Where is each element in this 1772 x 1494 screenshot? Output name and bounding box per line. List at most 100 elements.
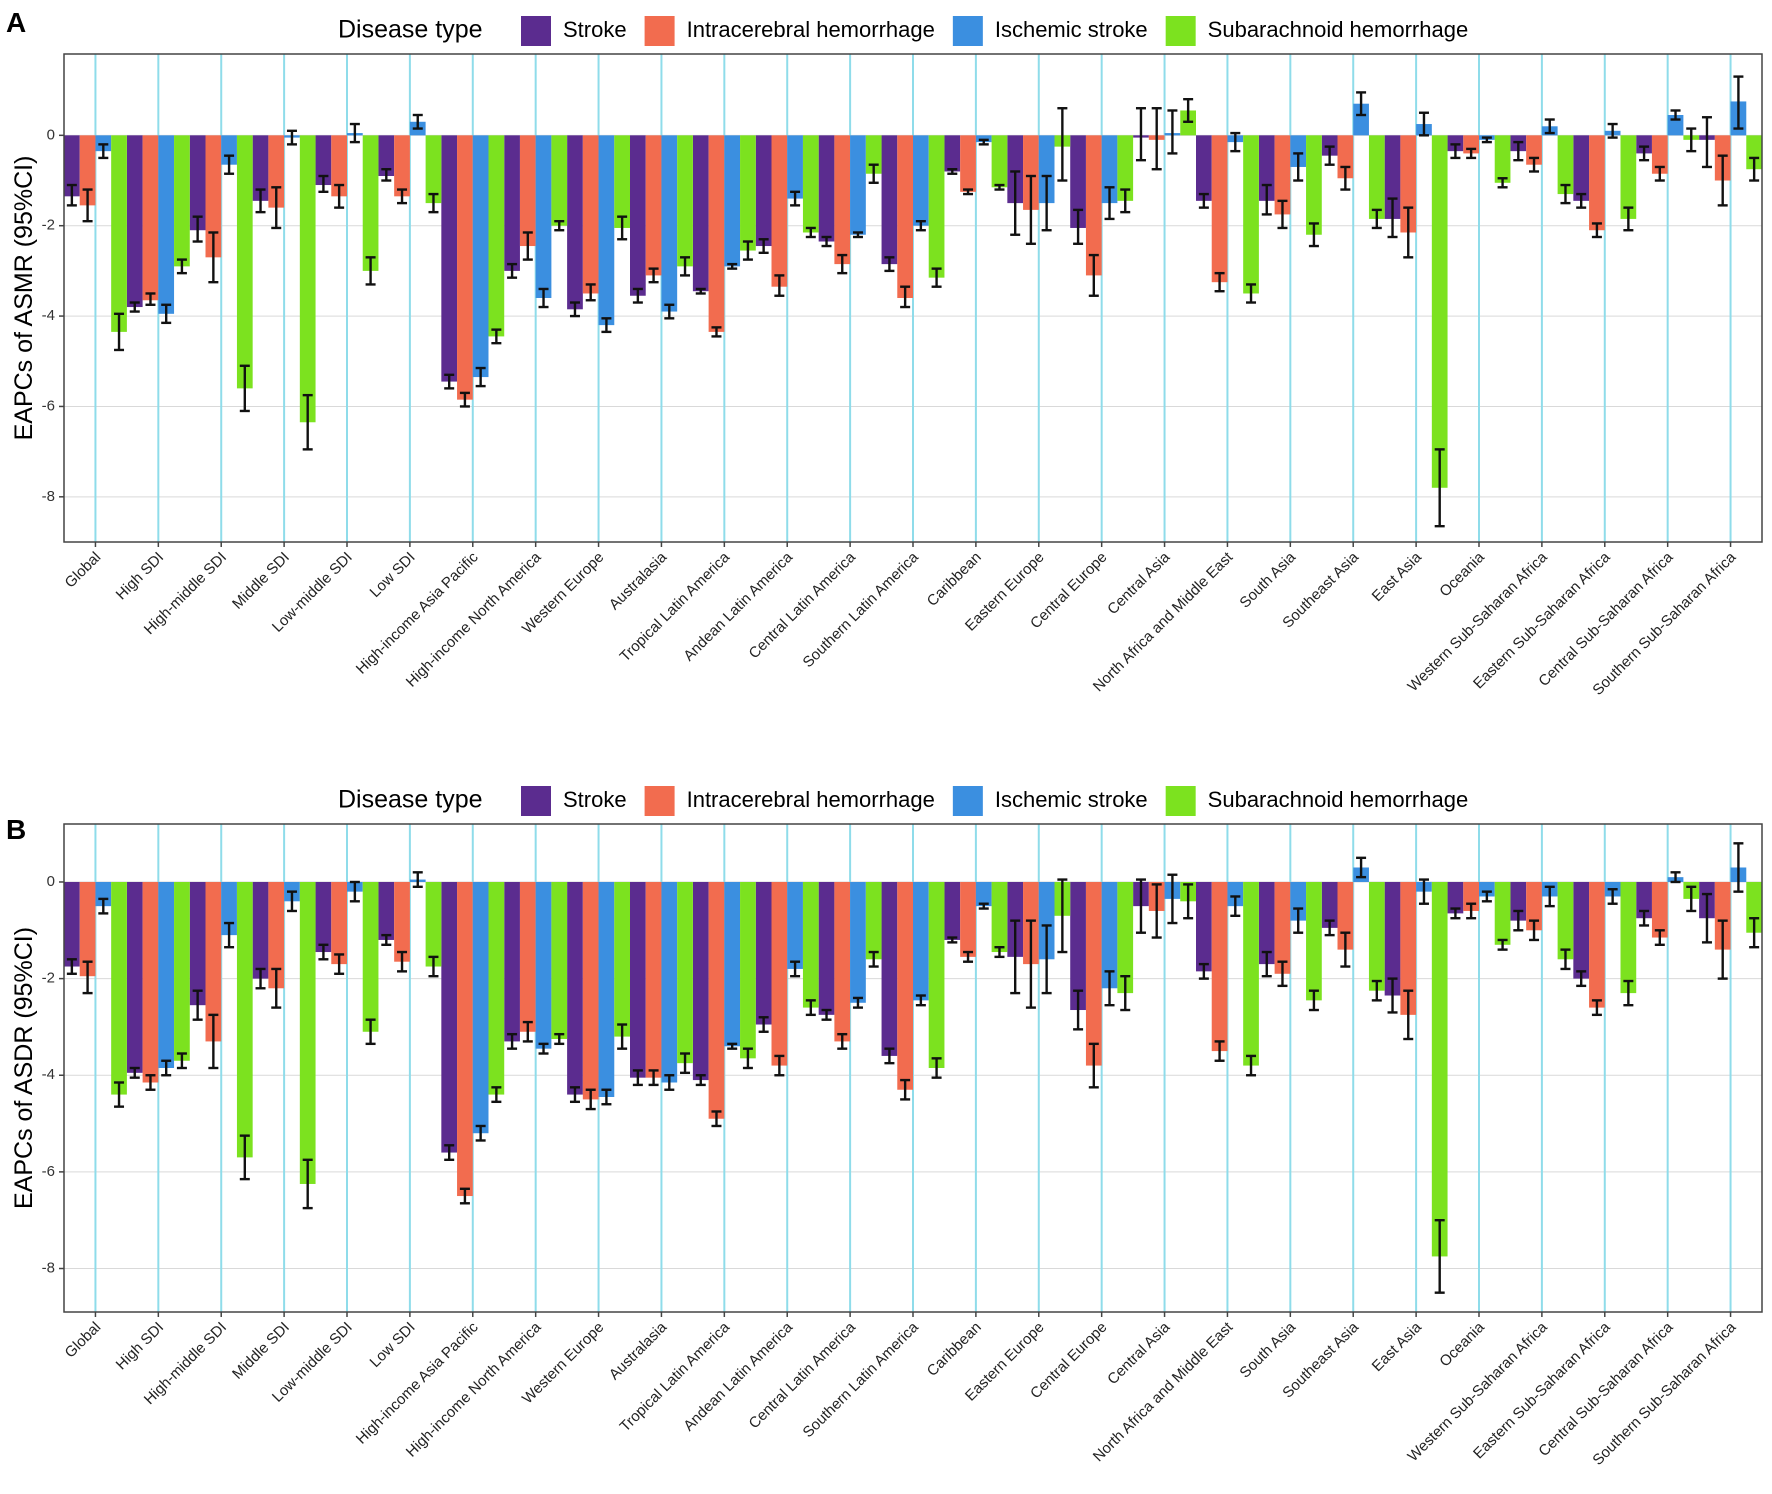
series-intracerebral-hemorrhage	[79, 107, 1731, 408]
x-tick-label-high-sdi: High SDI	[113, 549, 167, 603]
bar-subarachnoid-hemorrhage-central-europe	[1117, 881, 1134, 994]
error-bar-intracerebral-hemorrhage-tropical-latin-america	[711, 1110, 722, 1128]
bar-stroke-andean-latin-america	[755, 881, 772, 1025]
x-tick-label-oceania: Oceania	[1436, 548, 1488, 600]
bar-intracerebral-hemorrhage-southern-latin-america	[897, 881, 913, 1090]
error-bar-stroke-high-sdi	[129, 1066, 140, 1079]
bar-subarachnoid-hemorrhage-north-africa-and-middle-east	[1243, 135, 1259, 294]
error-bar-stroke-east-asia	[1387, 977, 1398, 1014]
error-bar-subarachnoid-hemorrhage-andean-latin-america	[805, 999, 816, 1017]
bar-stroke-high-income-asia-pacific	[441, 881, 458, 1153]
bar-subarachnoid-hemorrhage-southern-latin-america	[928, 135, 945, 278]
bar-ischemic-stroke-high-middle-sdi	[221, 135, 237, 165]
error-bar-subarachnoid-hemorrhage-high-middle-sdi	[239, 1134, 250, 1181]
error-bar-ischemic-stroke-north-africa-and-middle-east	[1230, 895, 1241, 918]
series-ischemic-stroke	[95, 842, 1747, 1142]
error-bar-ischemic-stroke-high-income-north-america	[538, 1042, 549, 1055]
error-bar-ischemic-stroke-low-middle-sdi	[349, 880, 360, 903]
bar-stroke-tropical-latin-america	[692, 881, 709, 1081]
error-bar-stroke-high-sdi	[129, 301, 140, 313]
error-bar-subarachnoid-hemorrhage-central-sub-saharan-africa	[1686, 885, 1697, 913]
y-tick-label: -2	[42, 970, 55, 987]
bar-stroke-high-income-asia-pacific	[441, 135, 458, 382]
bar-intracerebral-hemorrhage-north-africa-and-middle-east	[1211, 135, 1228, 283]
bar-intracerebral-hemorrhage-low-sdi	[394, 881, 410, 962]
series-stroke	[64, 107, 1715, 390]
error-bar-ischemic-stroke-global	[98, 897, 109, 915]
bar-subarachnoid-hemorrhage-high-middle-sdi	[236, 881, 253, 1158]
x-tick-label-caribbean: Caribbean	[924, 549, 985, 610]
error-bar-intracerebral-hemorrhage-oceania	[1466, 902, 1477, 920]
error-bar-ischemic-stroke-central-europe	[1104, 186, 1115, 221]
error-bar-stroke-southeast-asia	[1324, 145, 1335, 166]
error-bar-intracerebral-hemorrhage-southeast-asia	[1340, 931, 1351, 968]
error-bar-intracerebral-hemorrhage-southern-sub-saharan-africa	[1717, 919, 1728, 980]
error-bar-stroke-high-middle-sdi	[192, 989, 203, 1021]
bar-ischemic-stroke-central-latin-america	[850, 881, 866, 1003]
bar-stroke-eastern-sub-saharan-africa	[1573, 881, 1590, 979]
legend-label-intracerebral-hemorrhage: Intracerebral hemorrhage	[687, 17, 935, 42]
error-bar-stroke-central-sub-saharan-africa	[1639, 145, 1650, 162]
bar-ischemic-stroke-north-africa-and-middle-east	[1227, 881, 1244, 907]
error-bar-subarachnoid-hemorrhage-central-asia	[1183, 883, 1194, 920]
error-bar-ischemic-stroke-eastern-sub-saharan-africa	[1607, 122, 1618, 139]
legend-label-stroke: Stroke	[563, 17, 627, 42]
legend-swatch-ischemic-stroke	[952, 16, 983, 46]
bar-ischemic-stroke-andean-latin-america	[787, 135, 803, 199]
bar-intracerebral-hemorrhage-global	[79, 135, 96, 206]
bar-ischemic-stroke-western-europe	[598, 135, 615, 326]
error-bar-stroke-central-asia	[1135, 107, 1146, 162]
series-intracerebral-hemorrhage	[79, 881, 1731, 1205]
bar-subarachnoid-hemorrhage-southeast-asia	[1368, 135, 1385, 219]
error-bar-subarachnoid-hemorrhage-central-europe	[1120, 974, 1131, 1012]
error-bar-ischemic-stroke-central-latin-america	[852, 231, 863, 239]
bar-stroke-tropical-latin-america	[692, 135, 709, 292]
error-bar-ischemic-stroke-east-asia	[1418, 878, 1429, 905]
error-bar-stroke-tropical-latin-america	[695, 287, 706, 295]
error-bar-subarachnoid-hemorrhage-southeast-asia	[1371, 208, 1382, 230]
error-bar-intracerebral-hemorrhage-australasia	[648, 1069, 659, 1087]
bar-subarachnoid-hemorrhage-global	[111, 135, 127, 332]
error-bar-subarachnoid-hemorrhage-east-asia	[1434, 1218, 1445, 1294]
bar-intracerebral-hemorrhage-caribbean	[960, 881, 976, 957]
bar-stroke-north-africa-and-middle-east	[1196, 881, 1212, 972]
error-bar-ischemic-stroke-eastern-europe	[1041, 174, 1052, 232]
error-bar-stroke-central-europe	[1073, 208, 1084, 245]
error-bar-intracerebral-hemorrhage-high-sdi	[145, 1074, 156, 1091]
bar-stroke-southern-latin-america	[881, 881, 898, 1056]
bar-ischemic-stroke-australasia	[661, 881, 678, 1083]
legend-swatch-stroke	[521, 16, 551, 46]
error-bar-intracerebral-hemorrhage-tropical-latin-america	[711, 326, 722, 338]
error-bar-intracerebral-hemorrhage-eastern-europe	[1025, 174, 1036, 245]
error-bar-intracerebral-hemorrhage-middle-sdi	[271, 967, 282, 1009]
error-bar-intracerebral-hemorrhage-global	[82, 960, 93, 995]
bar-stroke-western-europe	[567, 135, 583, 310]
error-bar-stroke-central-latin-america	[821, 1008, 832, 1021]
bar-subarachnoid-hemorrhage-oceania	[1494, 881, 1511, 945]
error-bar-stroke-eastern-sub-saharan-africa	[1576, 970, 1587, 988]
bar-stroke-low-sdi	[378, 135, 395, 176]
error-bar-intracerebral-hemorrhage-middle-sdi	[271, 186, 282, 230]
legend: Disease type Stroke Intracerebral hemorrha…	[338, 16, 1468, 46]
error-bar-stroke-high-income-asia-pacific	[444, 1144, 455, 1162]
error-bar-intracerebral-hemorrhage-central-europe	[1088, 253, 1099, 297]
error-bar-subarachnoid-hemorrhage-tropical-latin-america	[742, 1047, 753, 1070]
error-bar-subarachnoid-hemorrhage-high-income-asia-pacific	[491, 1086, 502, 1104]
error-bar-ischemic-stroke-central-sub-saharan-africa	[1670, 871, 1681, 884]
bar-ischemic-stroke-central-europe	[1101, 881, 1118, 989]
error-bar-subarachnoid-hemorrhage-eastern-sub-saharan-africa	[1623, 206, 1634, 232]
error-bar-ischemic-stroke-low-middle-sdi	[349, 122, 360, 144]
error-bar-subarachnoid-hemorrhage-southeast-asia	[1371, 979, 1382, 1002]
error-bar-stroke-high-income-north-america	[507, 262, 518, 279]
y-axis-label: EAPCs of ASMR (95%CI)	[10, 156, 38, 441]
legend-title: Disease type	[338, 16, 483, 44]
bar-intracerebral-hemorrhage-western-sub-saharan-africa	[1526, 881, 1542, 931]
bar-ischemic-stroke-tropical-latin-america	[724, 135, 741, 267]
bar-subarachnoid-hemorrhage-andean-latin-america	[802, 881, 819, 1008]
bar-intracerebral-hemorrhage-central-europe	[1085, 135, 1102, 276]
error-bar-subarachnoid-hemorrhage-high-sdi	[176, 258, 187, 275]
bar-intracerebral-hemorrhage-central-sub-saharan-africa	[1651, 881, 1668, 938]
error-bar-stroke-east-asia	[1387, 197, 1398, 239]
error-bar-ischemic-stroke-eastern-europe	[1041, 924, 1052, 995]
error-bar-stroke-middle-sdi	[255, 967, 266, 990]
